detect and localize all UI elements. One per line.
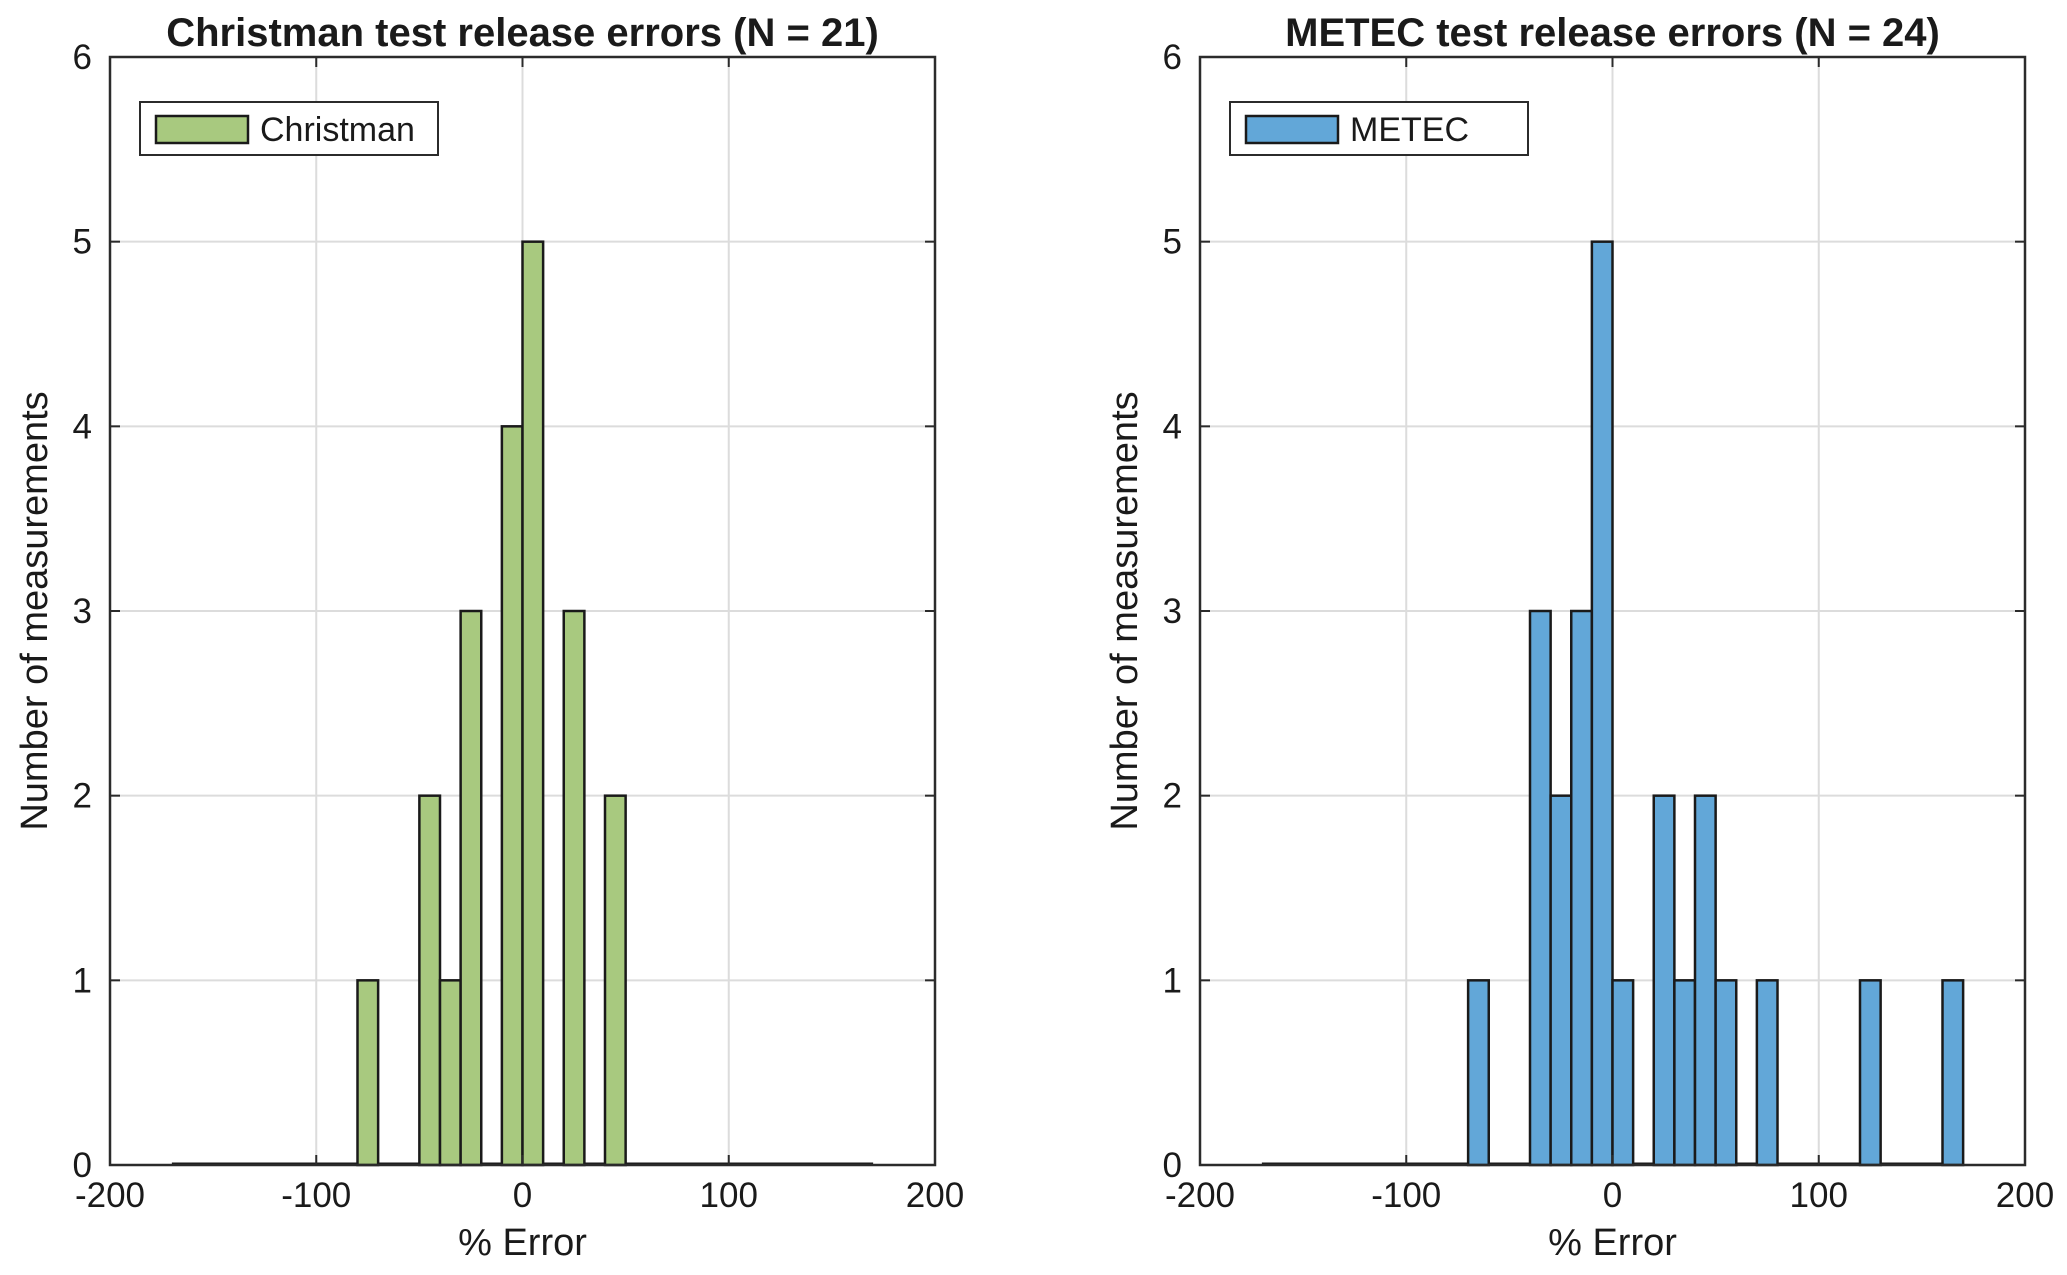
histogram-bar (521, 240, 545, 1167)
x-tick-label: -200 (75, 1176, 145, 1215)
x-tick-label: 200 (1996, 1176, 2054, 1215)
y-tick-label: 3 (73, 592, 92, 631)
histogram-bar (500, 425, 524, 1167)
chart-title: METEC test release errors (N = 24) (1285, 11, 1940, 55)
histogram-bar (1858, 979, 1882, 1167)
y-tick-label: 4 (1163, 407, 1182, 446)
y-tick-label: 0 (1163, 1146, 1182, 1185)
x-axis-label: % Error (1548, 1222, 1677, 1264)
x-tick-label: -100 (1371, 1176, 1441, 1215)
x-tick-label: 200 (906, 1176, 964, 1215)
histogram-bar (438, 979, 462, 1167)
y-tick-label: 2 (73, 777, 92, 816)
x-tick-label: -200 (1165, 1176, 1235, 1215)
histogram-bar (603, 794, 627, 1167)
histogram-bar (1528, 609, 1552, 1167)
x-tick-label: 100 (1790, 1176, 1848, 1215)
y-tick-label: 0 (73, 1146, 92, 1185)
y-tick-label: 3 (1163, 592, 1182, 631)
y-axis-label: Number of measurements (1104, 391, 1146, 830)
histogram-bar (1611, 979, 1635, 1167)
x-tick-label: 0 (513, 1176, 532, 1215)
legend-label: METEC (1350, 111, 1469, 149)
histogram-bar (1714, 979, 1738, 1167)
legend-swatch (154, 114, 250, 145)
histogram-bar (356, 979, 380, 1167)
legend-label: Christman (260, 111, 415, 149)
histogram-bar (1570, 609, 1594, 1167)
x-axis-label: % Error (458, 1222, 587, 1264)
histogram-bar (1673, 979, 1697, 1167)
histogram-bar (1590, 240, 1614, 1167)
histogram-bar (1652, 794, 1676, 1167)
y-tick-label: 2 (1163, 777, 1182, 816)
y-tick-label: 1 (73, 961, 92, 1000)
y-tick-label: 6 (73, 38, 92, 77)
legend-swatch (1244, 114, 1340, 145)
histogram-bar (1941, 979, 1965, 1167)
histogram-bar (1466, 979, 1490, 1167)
x-tick-label: 0 (1603, 1176, 1622, 1215)
y-tick-label: 5 (1163, 223, 1182, 262)
metec-histogram: METEC test release errors (N = 24) % Err… (1104, 11, 2054, 1264)
y-tick-label: 6 (1163, 38, 1182, 77)
histogram-bar (1693, 794, 1717, 1167)
y-tick-label: 5 (73, 223, 92, 262)
histogram-bar (1755, 979, 1779, 1167)
x-tick-label: 100 (700, 1176, 758, 1215)
histogram-bar (1549, 794, 1573, 1167)
histogram-bar (562, 609, 586, 1167)
histogram-bar (418, 794, 442, 1167)
y-axis-label: Number of measurements (14, 391, 56, 830)
y-tick-label: 4 (73, 407, 92, 446)
histogram-bar (459, 609, 483, 1167)
x-tick-label: -100 (281, 1176, 351, 1215)
y-tick-label: 1 (1163, 961, 1182, 1000)
christman-histogram: Christman test release errors (N = 21) %… (14, 11, 964, 1264)
chart-title: Christman test release errors (N = 21) (166, 11, 879, 55)
